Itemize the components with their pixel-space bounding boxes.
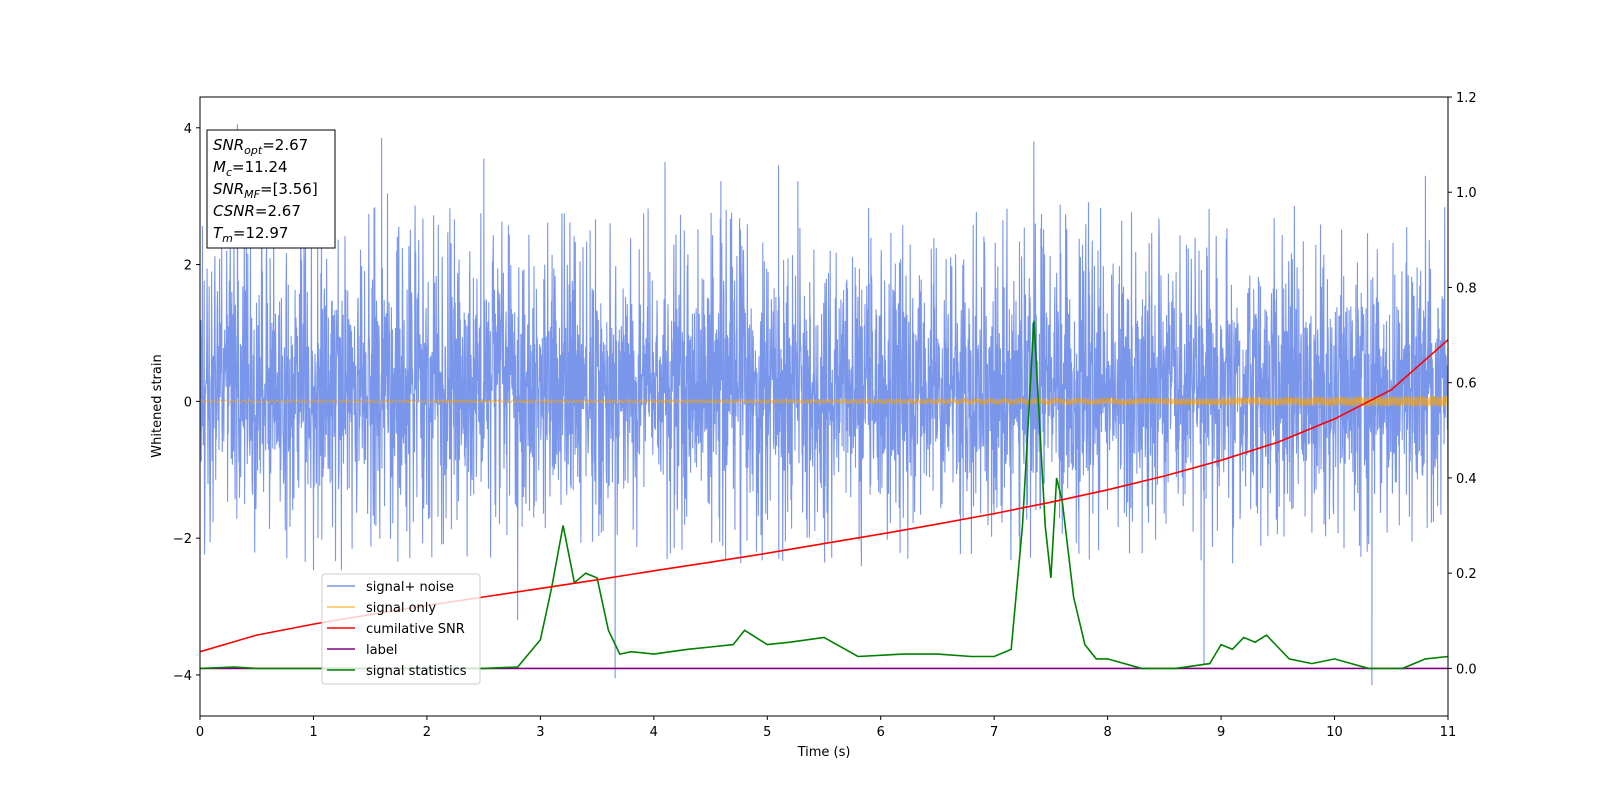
x-axis: 0 1 2 3 4 5 6 7 8 9 10 11	[196, 716, 1456, 740]
x-tick-label: 8	[1103, 725, 1111, 740]
annotation-line: Mc=11.24	[213, 158, 288, 179]
y-tick-label: 0	[184, 395, 192, 410]
y-tick-label: 2	[184, 259, 192, 274]
legend-frame	[321, 573, 481, 685]
series-signal-noise-line	[200, 124, 1448, 686]
y2-tick-label: 1.2	[1456, 91, 1477, 106]
x-tick-label: 9	[1217, 725, 1225, 740]
y2-tick-label: 0.2	[1456, 567, 1477, 582]
annotation-line: SNRopt=2.67	[213, 136, 308, 157]
series-signal-only-line	[200, 395, 1448, 408]
x-tick-label: 3	[536, 725, 544, 740]
legend: signal+ noise signal only cumilative SNR la…	[321, 573, 481, 685]
legend-label-label: label	[366, 643, 397, 658]
series-signal-statistics-line	[200, 320, 1448, 670]
x-tick-label: 6	[877, 725, 885, 740]
y-tick-label: 4	[184, 122, 192, 137]
annotation-box-frame	[206, 129, 336, 249]
y-axis-right: 0.0 0.2 0.4 0.6 0.8 1.0 1.2	[1448, 91, 1477, 677]
y2-tick-label: 0.6	[1456, 377, 1477, 392]
y-axis-label: Whitened strain	[150, 354, 165, 457]
y-tick-label: −4	[173, 669, 192, 684]
legend-label-signal-noise: signal+ noise	[366, 580, 454, 595]
legend-label-signal-statistics: signal statistics	[366, 664, 467, 679]
legend-label-cumilative-snr: cumilative SNR	[366, 622, 465, 637]
annotation-line: SNRMF=[3.56]	[213, 180, 318, 201]
annotation-box: SNRopt=2.67Mc=11.24SNRMF=[3.56]CSNR=2.67…	[206, 129, 336, 249]
x-tick-label: 5	[763, 725, 771, 740]
x-axis-label: Time (s)	[797, 745, 851, 760]
plot-frame	[199, 96, 1449, 717]
x-tick-label: 0	[196, 725, 204, 740]
y2-tick-label: 0.0	[1456, 662, 1477, 677]
y-axis-left: −4 −2 0 2 4	[173, 122, 200, 684]
x-tick-label: 1	[309, 725, 317, 740]
x-tick-label: 4	[650, 725, 658, 740]
annotation-line: CSNR=2.67	[213, 202, 301, 220]
y2-tick-label: 0.4	[1456, 472, 1477, 487]
annotation-line: Tm=12.97	[213, 224, 288, 245]
y-tick-label: −2	[173, 532, 192, 547]
x-tick-label: 11	[1440, 725, 1457, 740]
y2-tick-label: 0.8	[1456, 281, 1477, 296]
x-tick-label: 2	[423, 725, 431, 740]
x-tick-label: 7	[990, 725, 998, 740]
y2-tick-label: 1.0	[1456, 186, 1477, 201]
x-tick-label: 10	[1326, 725, 1343, 740]
legend-label-signal-only: signal only	[366, 601, 436, 616]
